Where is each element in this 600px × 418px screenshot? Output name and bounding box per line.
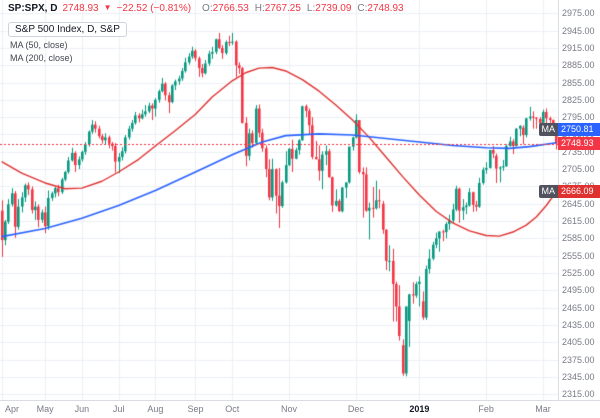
price-axis-label: 2915.00 [562, 42, 595, 53]
price-axis-label: 2975.00 [562, 8, 595, 19]
price-axis-label: 2795.00 [562, 112, 595, 123]
ma50-value-badge: MA 2666.09 [538, 185, 600, 199]
price-axis-label: 2435.00 [562, 319, 595, 330]
ohlc-value: 2766.53 [212, 3, 249, 14]
price-axis[interactable]: 2975.00 2945.00 2915.00 2885.00 2855.00 2825.… [558, 0, 600, 400]
legend-ma200[interactable]: MA (200, close) [10, 53, 73, 63]
ma-tag: MA [538, 185, 558, 199]
price-axis-label: 2465.00 [562, 302, 595, 313]
ohlc-value: 2748.93 [367, 3, 404, 14]
time-axis-label: 2019 [409, 404, 430, 414]
price-axis-label: 2495.00 [562, 285, 595, 296]
down-arrow-icon: ▼ [103, 3, 112, 12]
ma200-value: 2750.81 [558, 123, 600, 137]
price-axis-label: 2645.00 [562, 198, 595, 209]
time-axis-label: Feb [478, 404, 494, 414]
ohlc-label: H: [254, 3, 265, 14]
ma50-value: 2666.09 [558, 185, 600, 199]
time-axis-label: May [36, 404, 54, 414]
ohlc-label: C: [357, 3, 368, 14]
time-axis-label: Jul [112, 404, 125, 414]
ohlc-values: O:2766.53 H:2767.25 L:2739.09 C:2748.93 [196, 3, 404, 14]
time-axis-label: Oct [225, 404, 240, 414]
ohlc-label: O: [202, 3, 213, 14]
price-axis-label: 2885.00 [562, 60, 595, 71]
time-axis-label: Nov [281, 404, 298, 414]
price-axis-label: 2405.00 [562, 337, 595, 348]
price-axis-label: 2825.00 [562, 94, 595, 105]
candlestick-chart[interactable] [0, 0, 558, 400]
legend-symbol-title[interactable]: S&P 500 Index, D, S&P [8, 22, 127, 37]
time-axis-label: Sep [187, 404, 204, 414]
ohlc-label: L: [306, 3, 316, 14]
time-axis-label: Apr [4, 404, 20, 414]
price-axis-label: 2345.00 [562, 371, 595, 382]
price-axis-label: 2735.00 [562, 146, 595, 157]
ma200-value-badge: MA 2750.81 [538, 123, 600, 137]
price-axis-label: 2375.00 [562, 354, 595, 365]
last-price: 2748.93 [62, 3, 99, 14]
price-axis-label: 2615.00 [562, 216, 595, 227]
ma-tag: MA [538, 123, 558, 137]
ohlc-value: 2767.25 [264, 3, 301, 14]
time-axis-label: Jun [74, 404, 90, 414]
symbol-name[interactable]: SP:SPX, D [8, 3, 58, 14]
price-axis-label: 2945.00 [562, 25, 595, 36]
time-axis[interactable]: Apr May Jun Jul Aug Sep Oct Nov Dec 2019 Feb Mar [0, 400, 600, 418]
time-axis-label: Mar [535, 404, 551, 414]
time-axis-label: Aug [147, 404, 164, 414]
price-axis-label: 2705.00 [562, 164, 595, 175]
last-price-value: 2748.93 [558, 137, 600, 151]
last-price-badge: 2748.93 [558, 137, 600, 151]
price-change: −22.52 (−0.81%) [116, 3, 192, 14]
time-axis-label: Dec [347, 404, 364, 414]
price-axis-label: 2555.00 [562, 250, 595, 261]
price-axis-label: 2315.00 [562, 389, 595, 400]
price-axis-label: 2525.00 [562, 268, 595, 279]
legend-ma50[interactable]: MA (50, close) [10, 40, 68, 50]
price-axis-label: 2855.00 [562, 77, 595, 88]
ohlc-value: 2739.09 [315, 3, 352, 14]
chart-legend: S&P 500 Index, D, S&P MA (50, close) MA … [8, 19, 127, 63]
symbol-header: SP:SPX, D 2748.93 ▼ −22.52 (−0.81%) O:27… [8, 3, 404, 14]
price-axis-label: 2585.00 [562, 233, 595, 244]
